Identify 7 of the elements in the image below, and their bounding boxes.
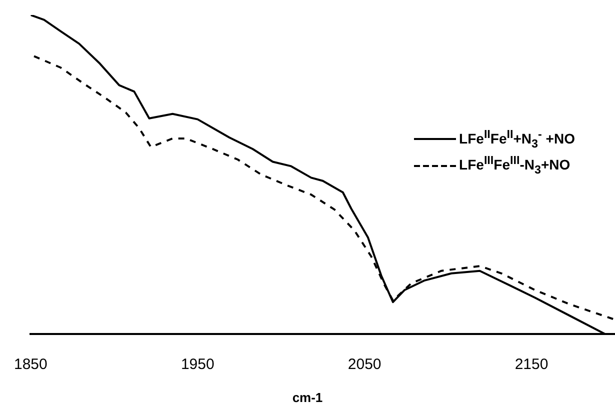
x-tick-label: 1850: [14, 356, 48, 374]
x-tick-label: 2150: [514, 356, 548, 374]
x-tick-label: 1950: [180, 356, 214, 374]
legend-label: LFe$^{III}$Fe$^{III}$-N$_{3}$+NO: [459, 154, 570, 177]
x-axis-title: cm-1: [291, 390, 324, 405]
legend-label: LFe$^{II}$Fe$^{II}$+N$_{3}$$^{-}$ +NO: [459, 128, 575, 150]
x-tick-label: 2050: [348, 356, 382, 374]
